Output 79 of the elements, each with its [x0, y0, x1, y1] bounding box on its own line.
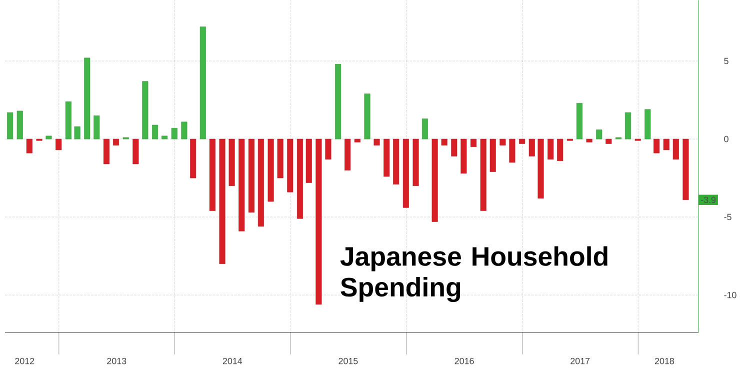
bar [258, 139, 264, 227]
y-tick-label: -5 [724, 214, 732, 220]
bar [538, 139, 544, 199]
bar [162, 136, 168, 140]
bar [672, 139, 679, 160]
bar [509, 139, 516, 163]
bar [228, 139, 235, 186]
bar [219, 139, 226, 264]
bar [209, 139, 216, 212]
bar [663, 139, 670, 150]
bar [26, 139, 32, 154]
x-tick-label: 2016 [454, 358, 474, 364]
bar [84, 58, 90, 140]
bar [606, 139, 612, 144]
y-tick-label: 5 [724, 58, 728, 64]
y-tick-label: -10 [724, 292, 736, 298]
bar [557, 139, 564, 162]
bar [171, 128, 178, 140]
bar [596, 130, 602, 140]
x-tick-label: 2012 [15, 358, 34, 364]
bar [238, 139, 245, 232]
bar [190, 139, 196, 178]
x-tick-label: 2018 [655, 358, 674, 364]
bar [248, 139, 254, 213]
bar [142, 81, 148, 140]
bar [74, 126, 80, 140]
bar [548, 139, 554, 160]
bar [344, 139, 351, 171]
bar [374, 139, 380, 146]
bar [460, 139, 467, 174]
y-tick-label: 0 [724, 136, 728, 142]
bar [306, 139, 312, 184]
bar [422, 118, 428, 140]
bar [287, 139, 294, 192]
bar [500, 139, 506, 146]
bar [576, 103, 582, 140]
bar [277, 139, 284, 178]
bar [335, 64, 342, 140]
bar [682, 139, 689, 200]
bar [384, 139, 390, 177]
bar [46, 136, 52, 140]
bar [56, 139, 62, 150]
x-tick-label: 2014 [222, 358, 242, 364]
bar [480, 139, 486, 212]
bar [432, 139, 438, 222]
bar [132, 139, 139, 164]
bar [152, 125, 158, 140]
bar [393, 139, 400, 185]
bar [181, 122, 188, 140]
bar [451, 139, 458, 157]
bar [490, 139, 496, 172]
x-tick-label: 2017 [570, 358, 590, 364]
bar [402, 139, 409, 208]
x-tick-label: 2013 [107, 358, 126, 364]
bar [644, 110, 651, 140]
bar [325, 139, 332, 160]
bar [7, 112, 14, 140]
bar [316, 139, 322, 305]
bar [296, 139, 303, 219]
bar [200, 26, 206, 140]
bar [364, 94, 370, 140]
bar [65, 102, 72, 140]
bar [441, 139, 448, 146]
bar [654, 139, 660, 154]
bar [470, 139, 477, 148]
bar [268, 139, 274, 202]
bar [113, 139, 120, 146]
bar [412, 139, 419, 186]
bar [528, 139, 535, 157]
bar [519, 139, 526, 144]
bar [103, 139, 110, 164]
x-tick-label: 2015 [338, 358, 358, 364]
bar [354, 139, 360, 143]
text: Japanese Household Spending [340, 246, 608, 302]
bar [94, 116, 100, 140]
annotation: -3.9 [701, 196, 716, 204]
bar [16, 111, 23, 140]
bar [624, 112, 631, 140]
bar [586, 139, 592, 143]
